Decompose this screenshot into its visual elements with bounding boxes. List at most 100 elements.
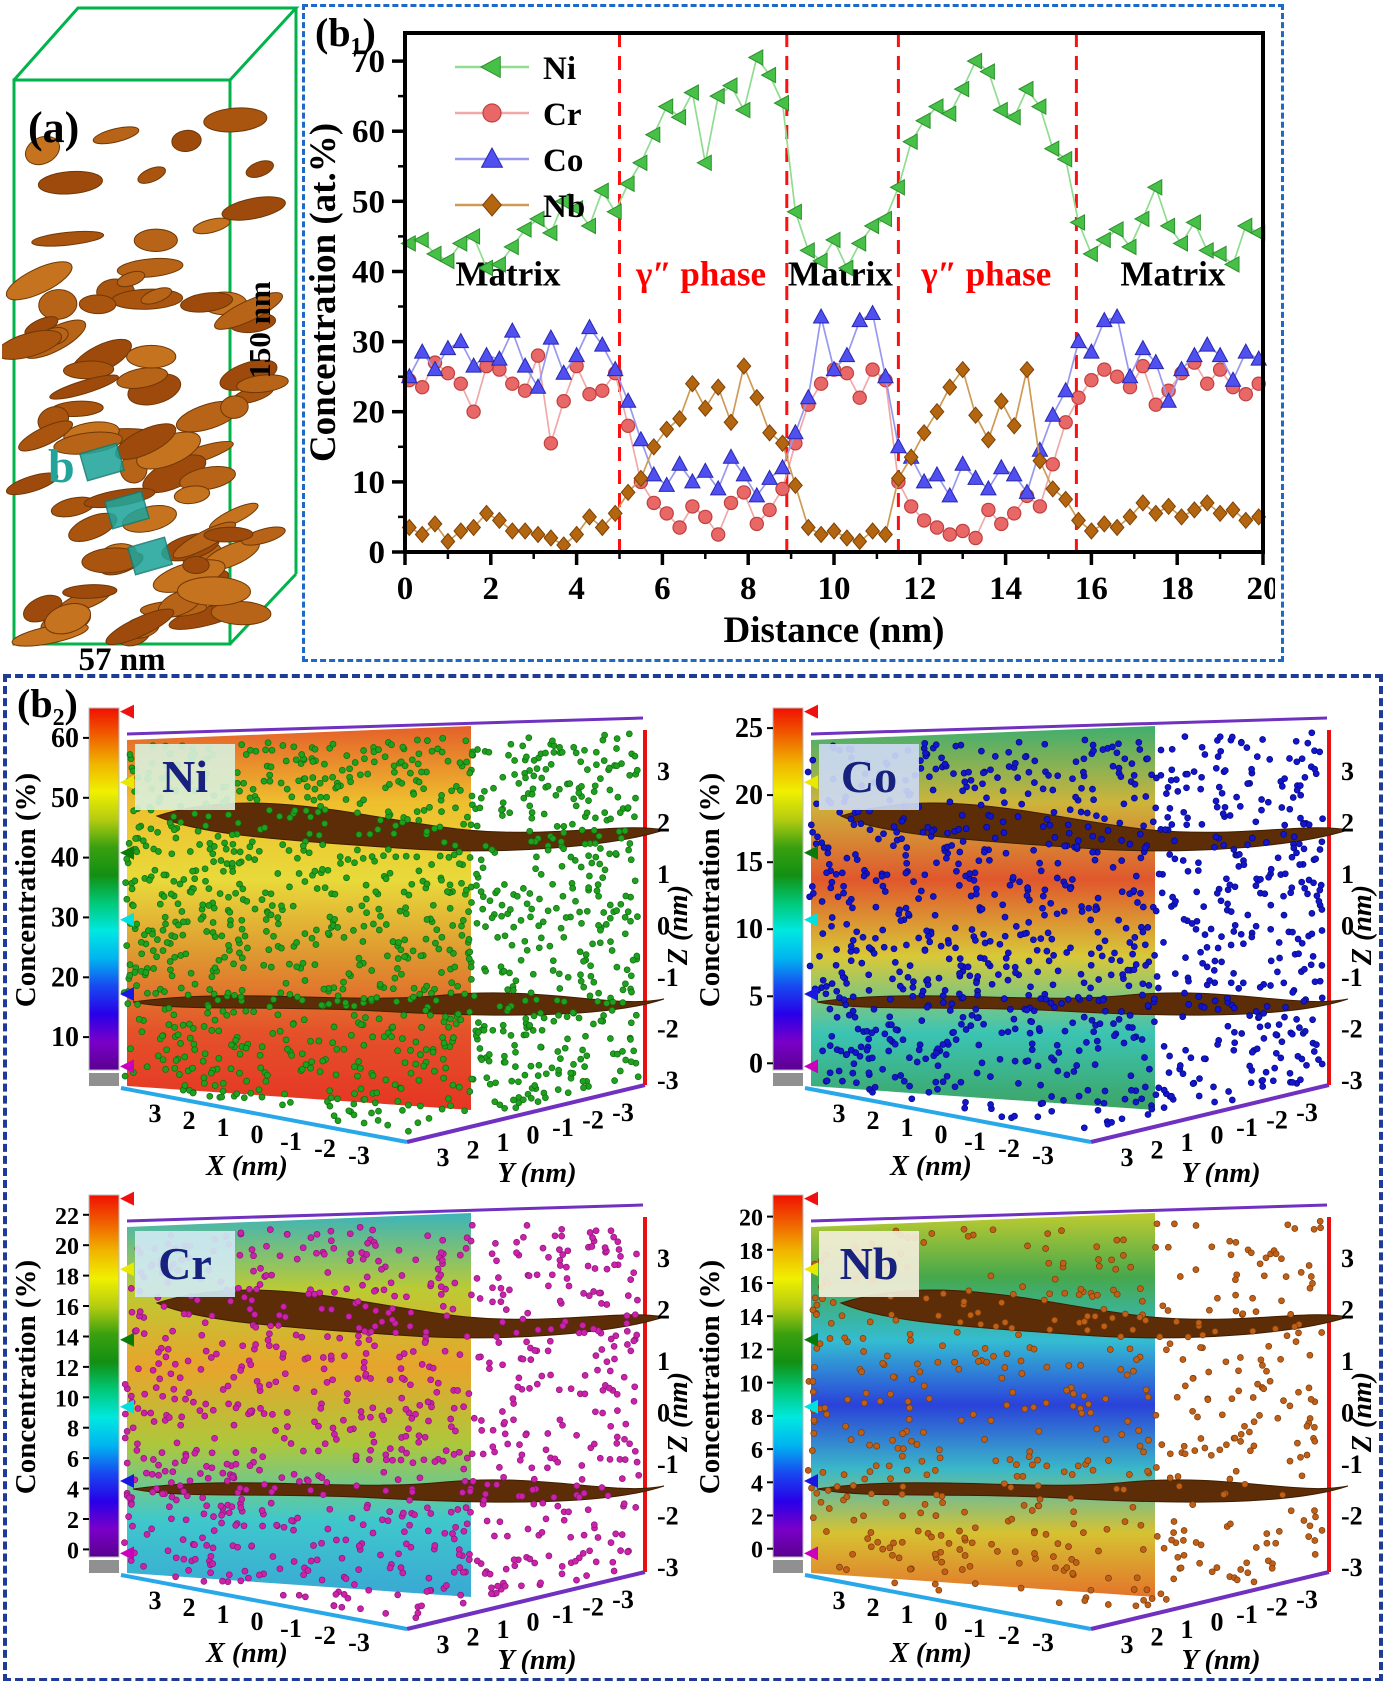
svg-text:-3: -3 (657, 1066, 679, 1095)
svg-text:2: 2 (751, 1505, 763, 1531)
svg-text:Y (nm): Y (nm) (1181, 1645, 1260, 1674)
svg-text:-2: -2 (1266, 1593, 1288, 1622)
series-nb (401, 357, 1267, 554)
svg-text:-1: -1 (1236, 1113, 1258, 1142)
svg-text:-3: -3 (1341, 1553, 1363, 1582)
colorbar-title: Concentration (%) (694, 1260, 726, 1494)
svg-text:6: 6 (654, 571, 671, 607)
x-axis-ticks: 3 2 1 0 -1 -2 -3 X (nm) (149, 1586, 370, 1669)
svg-text:30: 30 (51, 902, 79, 933)
atom-map-ni: 60 50 40 30 20 10 Concentration (%) Ni 3 2 1 0 -1 -2-… (9, 690, 694, 1189)
x-axis-title: Distance (nm) (724, 610, 945, 651)
atom-map-cr: 22 20 18 16 14 12 10 8 6 4 2 0 Concentration (%) Cr 3 2… (9, 1177, 694, 1676)
svg-text:Co: Co (543, 143, 583, 179)
svg-text:20: 20 (55, 1234, 79, 1260)
svg-text:1: 1 (1181, 1128, 1194, 1157)
svg-text:4: 4 (751, 1471, 763, 1497)
svg-text:14: 14 (55, 1326, 79, 1352)
svg-text:2: 2 (1151, 1136, 1164, 1165)
svg-text:1: 1 (217, 1600, 230, 1629)
element-label-ni: Ni (135, 744, 235, 810)
svg-text:γ″ phase: γ″ phase (920, 255, 1051, 294)
svg-text:0: 0 (397, 571, 414, 607)
svg-text:-1: -1 (280, 1614, 302, 1643)
isosurface-sheets (816, 1289, 1350, 1503)
atom-map-grid: 60 50 40 30 20 10 Concentration (%) Ni 3 2 1 0 -1 -2-… (7, 678, 1379, 1678)
svg-text:Y (nm): Y (nm) (497, 1645, 576, 1674)
svg-text:-3: -3 (657, 1553, 679, 1582)
svg-text:-2: -2 (657, 1015, 679, 1044)
element-label-nb: Nb (819, 1231, 919, 1297)
concentration-profile-chart: Matrix γ″ phase Matrix γ″ phase Matrix 0 2 4 6 8 1… (303, 31, 1280, 651)
x-axis-ticks: 3 2 1 0 -1 -2 -3 X (nm) (833, 1099, 1054, 1182)
atom-map-co: 25 20 15 10 5 0 Concentration (%) Co 3 2 1 0 -1 -2 -3 X… (693, 690, 1378, 1189)
svg-text:0: 0 (527, 1608, 540, 1637)
svg-text:-2: -2 (314, 1621, 336, 1650)
svg-text:-3: -3 (1296, 1098, 1318, 1127)
colorbar-title: Concentration (%) (694, 773, 726, 1007)
atom-dots-cr (121, 1221, 643, 1622)
svg-text:-1: -1 (964, 1614, 986, 1643)
svg-text:16: 16 (1075, 571, 1108, 607)
roi-markers (78, 442, 174, 576)
svg-text:-3: -3 (1032, 1628, 1054, 1657)
svg-text:50: 50 (51, 783, 79, 814)
svg-text:2: 2 (657, 809, 670, 838)
svg-text:-3: -3 (612, 1098, 634, 1127)
svg-text:1: 1 (217, 1113, 230, 1142)
svg-text:-1: -1 (280, 1127, 302, 1156)
svg-text:Co: Co (841, 751, 897, 802)
svg-text:20: 20 (735, 780, 763, 811)
panel-b1-label: (b₁) (315, 10, 376, 55)
svg-text:2: 2 (183, 1106, 196, 1135)
svg-text:-2: -2 (582, 1106, 604, 1135)
svg-text:Z (nm): Z (nm) (663, 1372, 693, 1453)
svg-text:1: 1 (1341, 860, 1354, 889)
svg-text:-1: -1 (552, 1600, 574, 1629)
roi-label: b (48, 440, 75, 493)
svg-text:0: 0 (251, 1120, 264, 1149)
svg-text:1: 1 (1181, 1615, 1194, 1644)
y-axis-ticks: 3 2 1 0 -1 -2 -3 Y (nm) (1121, 1098, 1318, 1189)
svg-text:20: 20 (352, 395, 385, 431)
atom-map-nb: 20 18 16 14 12 10 8 6 4 2 0 Concentration (%) Nb 3 2 1 0… (693, 1177, 1378, 1676)
svg-text:30: 30 (352, 325, 385, 361)
svg-text:-1: -1 (1341, 963, 1363, 992)
svg-text:Nb: Nb (840, 1238, 899, 1289)
element-label-co: Co (819, 744, 919, 810)
svg-text:0: 0 (749, 1048, 763, 1079)
svg-text:Y (nm): Y (nm) (1181, 1158, 1260, 1187)
phase-boundary-lines (618, 33, 1078, 552)
svg-text:12: 12 (903, 571, 936, 607)
svg-text:2: 2 (867, 1593, 880, 1622)
panel-b2: (b₂) 60 50 40 30 20 10 Concentration (%) Ni 3 2 1 0… (3, 674, 1383, 1681)
svg-text:40: 40 (51, 843, 79, 874)
panel-a-label: (a) (28, 103, 79, 152)
axis-frame-3d (804, 716, 1331, 1144)
width-dimension-label: 57 nm (78, 642, 165, 676)
svg-text:1: 1 (901, 1600, 914, 1629)
svg-text:Matrix: Matrix (1120, 255, 1225, 294)
svg-text:Nb: Nb (543, 189, 585, 225)
svg-text:2: 2 (867, 1106, 880, 1135)
svg-text:70: 70 (352, 44, 385, 80)
atom-dots-ni (120, 730, 642, 1135)
svg-text:2: 2 (1341, 809, 1354, 838)
svg-text:0: 0 (67, 1538, 79, 1564)
svg-text:-3: -3 (348, 1141, 370, 1170)
chart-legend: Ni Cr Co Nb (455, 51, 585, 225)
svg-text:0: 0 (657, 912, 670, 941)
svg-text:0: 0 (1211, 1608, 1224, 1637)
svg-text:1: 1 (657, 860, 670, 889)
axes-frame: 0 2 4 6 8 10 12 14 16 18 20 0 10 20 30 40 50 60 70 (352, 31, 1280, 607)
svg-text:20: 20 (739, 1206, 763, 1232)
svg-text:-2: -2 (314, 1134, 336, 1163)
svg-text:-3: -3 (612, 1585, 634, 1614)
svg-text:-1: -1 (552, 1113, 574, 1142)
svg-text:10: 10 (55, 1386, 79, 1412)
svg-text:3: 3 (657, 757, 670, 786)
svg-text:5: 5 (749, 981, 763, 1012)
